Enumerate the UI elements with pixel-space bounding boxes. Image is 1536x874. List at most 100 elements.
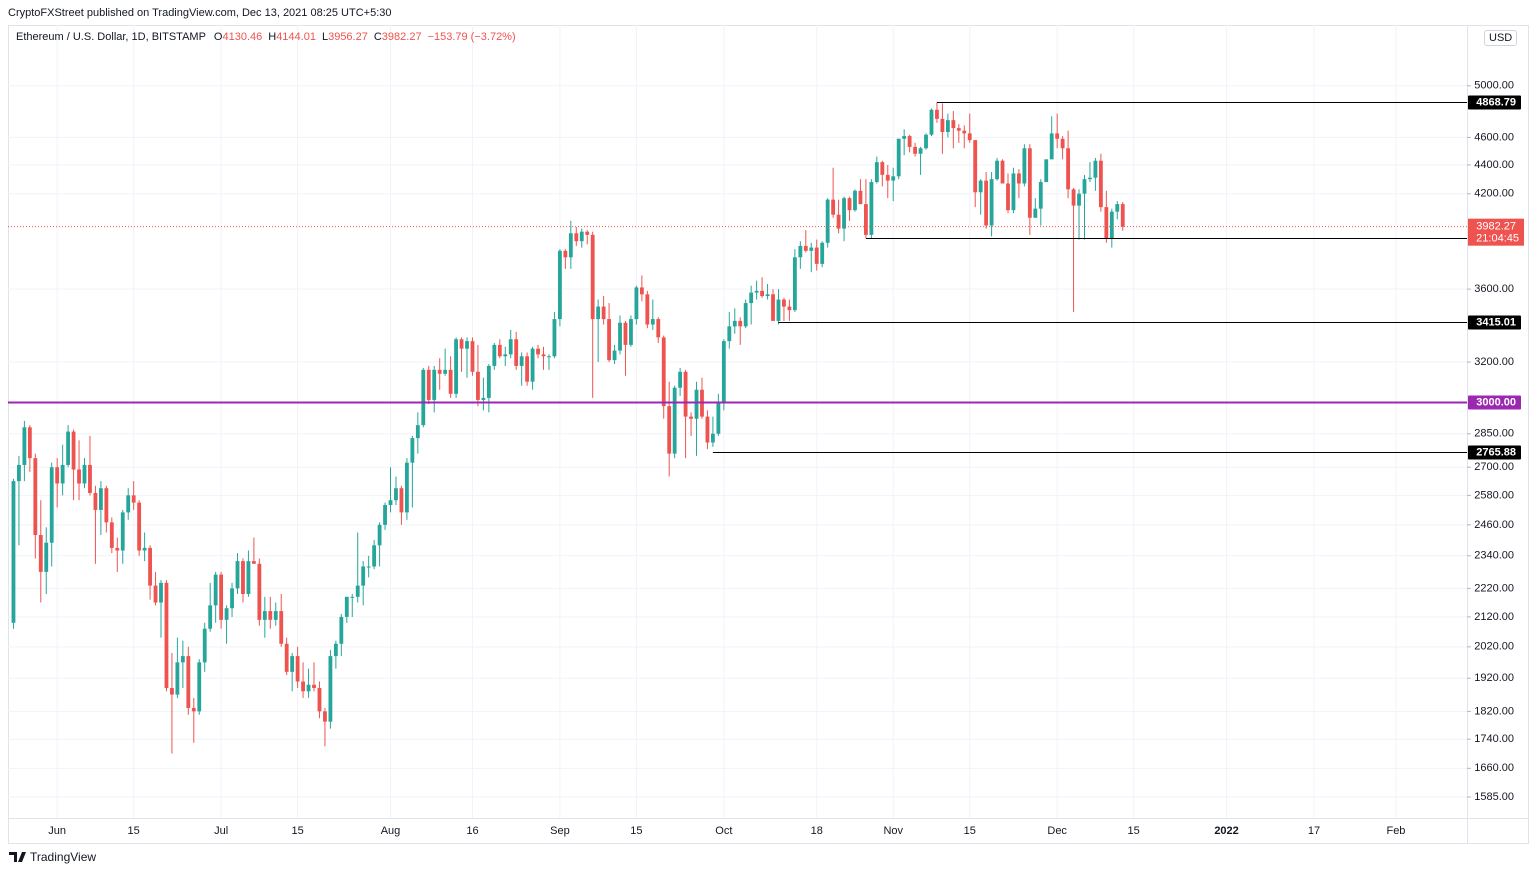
y-tick-label: 2580.00 [1474,489,1514,501]
candle-body [563,250,568,258]
candle-body [732,320,737,327]
candle-body [1038,182,1043,209]
candle-body [492,344,497,366]
candle-body [967,133,972,141]
candle-body [355,585,360,597]
overlays: 4868.793912.413415.013000.002765.883982.… [8,95,1524,460]
candle-body [284,643,289,672]
candle-body [530,348,535,382]
candle-body [585,231,590,235]
brand: TradingView [8,850,96,864]
candle-body [962,130,967,134]
candle-body [738,320,743,327]
x-tick-label: 2022 [1214,825,1238,837]
open-value: 4130.46 [222,31,263,43]
candle-body [940,118,945,133]
candle-body [596,306,601,320]
x-tick-label: Jul [214,825,228,837]
candle-body [317,688,322,712]
candle-body [634,287,639,320]
candle-body [1109,211,1114,239]
candle-body [820,242,825,264]
close-value: 3982.27 [381,31,422,43]
candle-body [426,369,431,400]
candle-body [689,416,693,419]
candle-body [705,416,710,443]
level-label: 4868.79 [1476,96,1516,108]
candle-body [88,464,92,493]
x-tick-label: 15 [964,825,976,837]
candle-body [929,109,934,135]
candle-body [497,344,502,357]
candle-body [246,561,251,594]
candle-body [623,322,628,345]
candle-body [978,180,983,193]
candle-body [1044,159,1049,183]
close-label: C [373,31,382,43]
candle-body [1077,193,1081,206]
level-label-box [1468,395,1521,410]
candle-body [639,287,644,295]
candle-body [115,547,120,551]
open-label: O [213,31,223,43]
candle-body [918,148,923,154]
candle-body [1011,173,1016,211]
level-label: 3000.00 [1476,396,1516,408]
candle-body [383,505,387,525]
candle-body [77,469,81,484]
y-tick-label: 1660.00 [1474,762,1514,774]
candle-body [66,431,71,465]
candle-body [443,369,448,374]
candle-body [219,574,224,620]
candle-body [743,303,748,327]
y-tick-label: 2220.00 [1474,582,1514,594]
candle-body [470,341,475,372]
candle-body [656,319,661,338]
y-tick-label: 2700.00 [1474,461,1514,473]
candle-body [973,140,978,193]
candle-body [678,371,683,388]
candle-body [749,292,754,304]
candle-body [650,319,655,325]
y-tick-label: 2340.00 [1474,550,1514,562]
candle-body [290,656,295,672]
candle-body [891,176,896,181]
candle-body [874,162,879,183]
candle-body [437,369,442,374]
candle-body [137,502,142,551]
candle-body [279,611,284,644]
currency-button[interactable]: USD [1484,30,1518,46]
candle-body [782,299,786,307]
candle-body [273,611,278,620]
last-price-label: 3982.27 [1476,221,1516,233]
y-tick-label: 3200.00 [1474,356,1514,368]
candle-body [803,245,808,251]
candle-body [432,369,437,400]
y-tick-label: 4600.00 [1474,131,1514,143]
candle-body [235,561,240,589]
candle-body [869,182,874,235]
candle-body [208,605,213,629]
candle-body [197,662,202,712]
candle-body [842,198,846,229]
x-tick-label: Aug [381,825,401,837]
candle-body [175,662,180,695]
brand-text: TradingView [30,850,97,864]
candle-body [295,656,300,682]
candle-body [98,488,103,510]
candle-body [465,341,469,349]
candle-body [552,319,557,357]
y-tick-label: 4400.00 [1474,159,1514,171]
symbol-legend: Ethereum / U.S. Dollar, 1D, BITSTAMP O 41… [16,31,516,43]
level-label-box [1468,445,1521,460]
candle-body [618,322,622,351]
candle-body [1027,148,1032,218]
candle-body [159,582,163,603]
candle-body [1115,204,1120,212]
candle-body [394,488,398,501]
candle-body [27,427,32,459]
candle-body [71,431,76,470]
candle-body [301,681,305,692]
candle-body [55,467,60,484]
